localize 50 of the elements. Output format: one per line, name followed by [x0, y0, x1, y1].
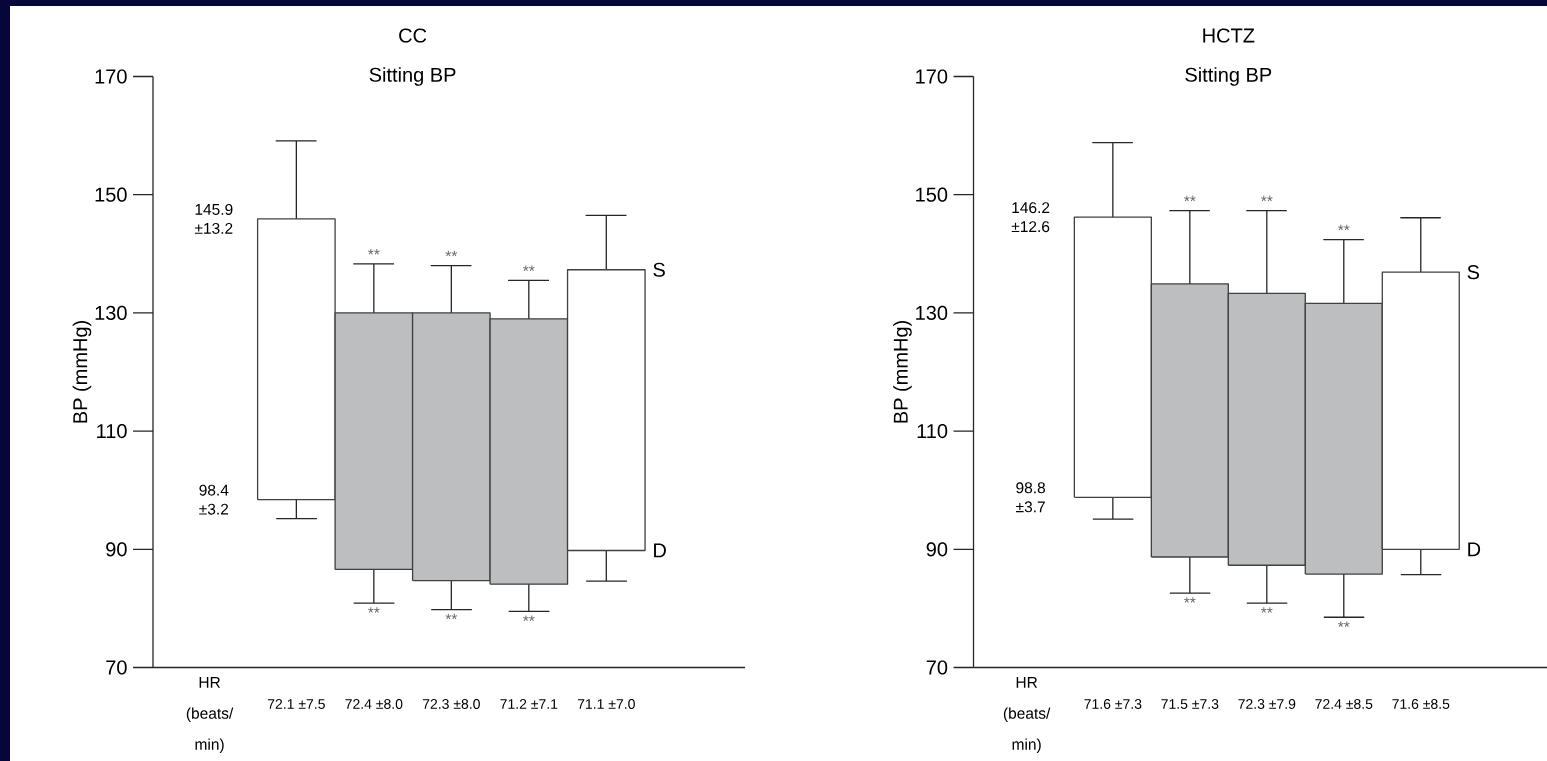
y-tick-label: 70 [106, 660, 127, 675]
chart-title: CC [399, 28, 427, 43]
annotation: ** [368, 248, 380, 255]
annotation: ** [1184, 597, 1196, 603]
y-tick-label: 170 [95, 69, 127, 84]
y-axis-title: BP (mmHg) [893, 321, 912, 423]
chart-subtitle: Sitting BP [369, 67, 456, 86]
x-tick-label: 71.6 ±7.3 [1084, 699, 1142, 709]
annotation: ** [368, 607, 380, 613]
annotation: D [654, 543, 666, 558]
y-tick-label: 70 [926, 660, 948, 675]
text: 145.9 ±13.2 [194, 203, 233, 234]
annotation: ** [445, 613, 458, 620]
x-tick-label: 72.3 ±8.0 [422, 699, 480, 709]
annotation: ** [1184, 195, 1196, 202]
x-tick-label: 71.6 ±8.5 [1392, 699, 1450, 709]
chart-title: HCTZ [1203, 28, 1255, 43]
x-tick-label: 72.4 ±8.0 [345, 699, 403, 709]
y-tick-label: 90 [926, 542, 948, 557]
x-tick-label: 71.2 ±7.1 [500, 699, 558, 709]
y-tick-label: 150 [95, 187, 127, 202]
annotation: S [653, 262, 665, 277]
text: 146.2 ±12.6 [1011, 202, 1050, 233]
annotation: ** [1261, 195, 1273, 202]
y-tick-label: 110 [917, 424, 948, 439]
y-tick-label: 130 [916, 305, 948, 320]
x-tick-label: 72.3 ±7.9 [1238, 699, 1296, 709]
annotation: ** [1338, 621, 1350, 627]
text: 98.8 ±3.7 [1016, 482, 1046, 513]
x-tick-label: 72.1 ±7.5 [267, 699, 325, 709]
text: HR (beats/ min) [1003, 677, 1051, 753]
annotation: ** [1261, 607, 1273, 613]
x-tick-label: 71.1 ±7.0 [577, 699, 635, 709]
chart-subtitle: Sitting BP [1185, 67, 1272, 86]
y-tick-label: 110 [97, 424, 127, 439]
annotation: ** [445, 250, 458, 257]
y-tick-label: 150 [916, 187, 948, 202]
text: 98.4 ±3.2 [199, 484, 229, 515]
annotation: D [1468, 542, 1481, 557]
y-axis-title: BP (mmHg) [72, 321, 92, 423]
x-tick-label: 72.4 ±8.5 [1315, 699, 1373, 709]
y-tick-label: 130 [95, 305, 127, 320]
annotation: ** [523, 265, 535, 271]
x-tick-label: 71.5 ±7.3 [1161, 699, 1219, 709]
annotation: S [1467, 265, 1480, 280]
text: HR (beats/ min) [186, 677, 234, 753]
y-tick-label: 170 [916, 69, 948, 84]
annotation: ** [1338, 224, 1350, 231]
annotation: ** [523, 615, 535, 621]
y-tick-label: 90 [106, 542, 127, 557]
